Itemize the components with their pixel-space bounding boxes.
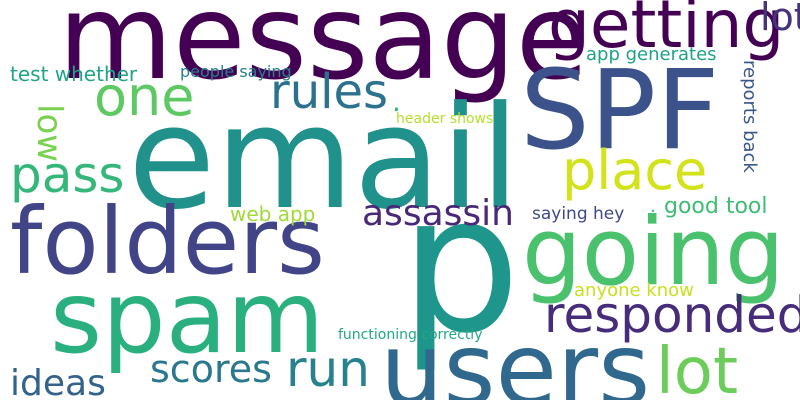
word-saying-hey: saying hey [532, 206, 624, 223]
word-app-generates: app generates [586, 46, 717, 64]
word-functioning-correctly: functioning correctly [338, 328, 482, 342]
word-assassin: assassin [362, 196, 514, 232]
word-test-whether: test whether [10, 64, 137, 84]
word-low: low [32, 104, 66, 162]
word-header-shows: header shows [396, 112, 493, 126]
word-run: run [286, 344, 370, 394]
word-dot: . [650, 198, 656, 216]
word-lot: lot [656, 340, 738, 400]
word-ideas: ideas [10, 366, 106, 400]
word-reports-back: reports back [740, 60, 758, 173]
word-dot: . [392, 88, 401, 116]
word-people-saying: people saying [180, 64, 292, 80]
word-anyone-know: anyone know [574, 282, 694, 300]
word-web-app: web app [230, 204, 315, 224]
word-lot-top-right: lot [760, 0, 800, 36]
word-good-tool: good tool [664, 196, 768, 218]
word-place: place [562, 144, 707, 198]
word-scores: scores [150, 350, 272, 388]
